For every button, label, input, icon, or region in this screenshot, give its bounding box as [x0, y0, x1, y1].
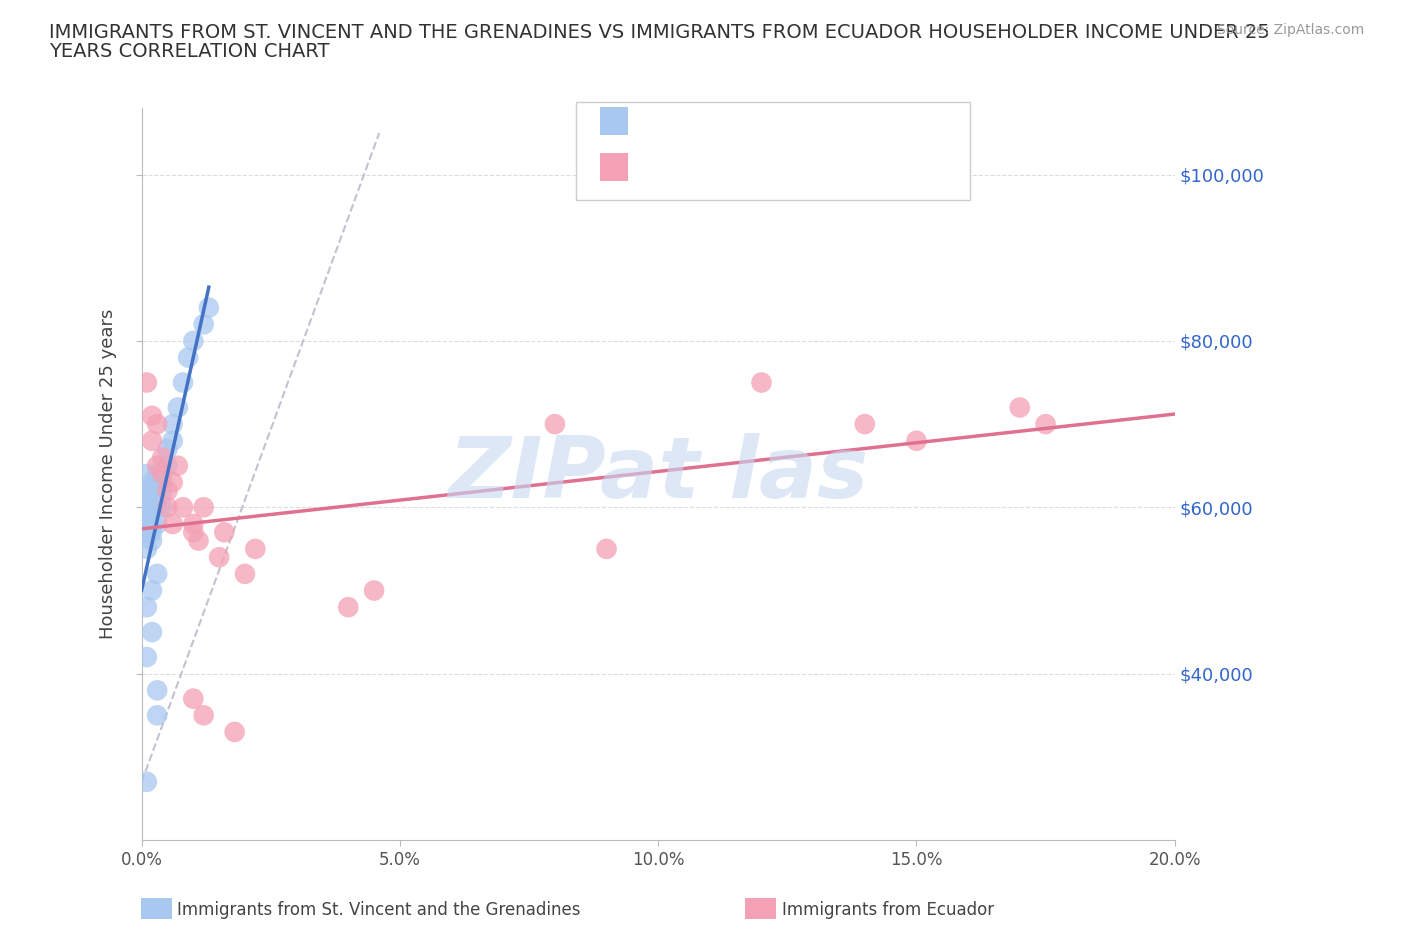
Point [193, 500, 215, 515]
Point [146, 467, 169, 482]
Point [141, 525, 163, 539]
Text: N =: N = [738, 158, 778, 177]
Point [141, 433, 163, 448]
Text: Immigrants from Ecuador: Immigrants from Ecuador [782, 900, 994, 919]
Point [146, 683, 169, 698]
Point [595, 541, 617, 556]
Point [141, 583, 163, 598]
Point [166, 400, 188, 415]
Point [208, 550, 231, 565]
Point [135, 484, 157, 498]
Point [181, 334, 204, 349]
Point [150, 475, 173, 490]
Point [193, 708, 215, 723]
Text: N =: N = [738, 112, 778, 130]
Point [135, 600, 157, 615]
Point [141, 408, 163, 423]
Point [135, 650, 157, 665]
Point [162, 475, 184, 490]
Point [141, 516, 163, 531]
Point [135, 500, 157, 515]
Point [146, 500, 169, 515]
Point [905, 433, 928, 448]
Point [141, 500, 163, 515]
Point [146, 484, 169, 498]
Point [181, 525, 204, 539]
Point [146, 566, 169, 581]
Point [135, 525, 157, 539]
Point [150, 484, 173, 498]
Text: Source: ZipAtlas.com: Source: ZipAtlas.com [1216, 23, 1364, 37]
Point [363, 583, 385, 598]
Text: 41: 41 [775, 112, 797, 130]
Point [141, 492, 163, 507]
Point [181, 691, 204, 706]
Point [150, 467, 173, 482]
Text: ZIPat las: ZIPat las [449, 432, 869, 515]
Point [135, 516, 157, 531]
Text: Immigrants from St. Vincent and the Grenadines: Immigrants from St. Vincent and the Gren… [177, 900, 581, 919]
Point [156, 484, 179, 498]
Point [135, 508, 157, 523]
Point [233, 566, 256, 581]
Text: IMMIGRANTS FROM ST. VINCENT AND THE GRENADINES VS IMMIGRANTS FROM ECUADOR HOUSEH: IMMIGRANTS FROM ST. VINCENT AND THE GREN… [49, 23, 1270, 42]
Text: R =: R = [640, 158, 679, 177]
Text: R =: R = [640, 112, 679, 130]
Point [1035, 417, 1057, 432]
Point [172, 500, 194, 515]
Point [162, 516, 184, 531]
Point [245, 541, 267, 556]
Point [198, 300, 221, 315]
Text: 33: 33 [775, 158, 797, 177]
Point [135, 541, 157, 556]
Point [187, 533, 209, 548]
Point [181, 516, 204, 531]
Point [135, 492, 157, 507]
Y-axis label: Householder Income Under 25 years: Householder Income Under 25 years [100, 309, 117, 639]
Point [177, 350, 200, 365]
Point [853, 417, 876, 432]
Point [156, 500, 179, 515]
Point [337, 600, 360, 615]
Point [166, 458, 188, 473]
Point [751, 375, 773, 390]
Point [141, 475, 163, 490]
Text: 0.115: 0.115 [676, 158, 727, 177]
Point [146, 708, 169, 723]
Point [224, 724, 246, 739]
Point [141, 533, 163, 548]
Point [146, 417, 169, 432]
Point [156, 458, 179, 473]
Point [150, 500, 173, 515]
Text: YEARS CORRELATION CHART: YEARS CORRELATION CHART [49, 42, 330, 60]
Point [146, 458, 169, 473]
Point [146, 492, 169, 507]
Point [156, 442, 179, 457]
Point [146, 516, 169, 531]
Point [162, 433, 184, 448]
Point [214, 525, 236, 539]
Point [172, 375, 194, 390]
Point [162, 417, 184, 432]
Point [135, 467, 157, 482]
Point [1008, 400, 1031, 415]
Point [141, 625, 163, 640]
Point [135, 375, 157, 390]
Point [193, 317, 215, 332]
Point [141, 484, 163, 498]
Point [150, 450, 173, 465]
Point [135, 775, 157, 790]
Text: 0.223: 0.223 [676, 112, 728, 130]
Point [544, 417, 567, 432]
